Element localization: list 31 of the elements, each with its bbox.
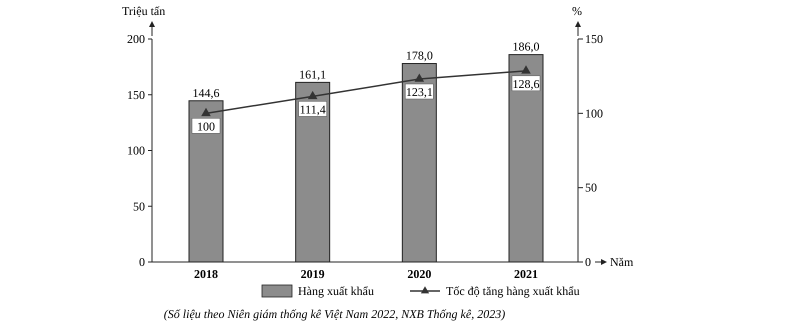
data-label: 123,1: [406, 84, 433, 99]
point: [414, 73, 424, 82]
data-label: 178,0: [406, 48, 433, 63]
legend-label: Hàng xuất khẩu: [298, 284, 374, 298]
point: [521, 65, 531, 74]
data-label: 161,1: [299, 67, 326, 82]
data-label: 100: [197, 119, 215, 134]
point: [308, 90, 318, 100]
text: (Số liệu theo Niên giám thống kê Việt Nam 2022, NXB Thống kê, 2023): [164, 307, 506, 321]
y2-tick-label: 100: [585, 106, 603, 120]
y-tick-label: 0: [139, 255, 145, 269]
x-tick-label: 2019: [300, 267, 325, 281]
point: [201, 108, 211, 116]
y-tick-label: 50: [133, 199, 145, 214]
data-label: 144,6: [192, 86, 220, 100]
y2-tick-label: 50: [585, 180, 597, 195]
data-label: 111,4: [300, 102, 326, 116]
y2-axis-title: %: [572, 4, 582, 18]
data-label: 186,0: [512, 40, 540, 54]
y-tick-label: 150: [127, 88, 145, 102]
legend-label: Tốc độ tăng hàng xuất khẩu: [446, 284, 580, 298]
x-tick-label: 2020: [407, 267, 432, 281]
y-tick-label: 200: [127, 32, 145, 46]
data-label: 128,6: [512, 76, 540, 91]
y-tick-label: 100: [127, 144, 145, 158]
y-axis-title: Triệu tấn: [122, 4, 166, 18]
x-axis-title: Năm: [610, 255, 634, 269]
y2-tick-label: 0: [585, 255, 591, 269]
x-tick-label: 2021: [514, 267, 538, 281]
x-tick-label: 2018: [194, 267, 218, 281]
y2-tick-label: 150: [585, 32, 603, 46]
